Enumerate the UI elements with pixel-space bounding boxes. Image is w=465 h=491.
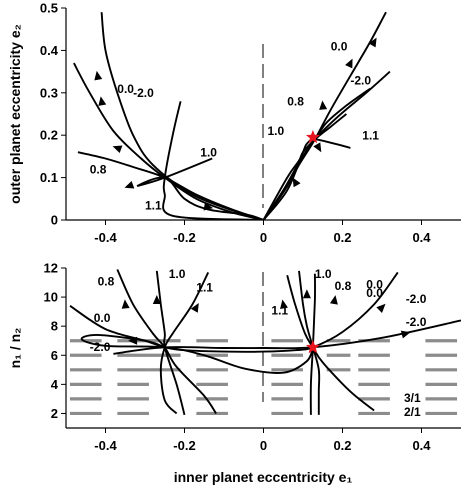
direction-arrow xyxy=(152,295,161,304)
top-xtick-label: -0.4 xyxy=(94,230,117,245)
curve-label: 0.8 xyxy=(287,95,304,109)
bottom-xtick-label: -0.4 xyxy=(94,438,117,453)
curve-label: 1.1 xyxy=(145,198,162,212)
curve-label: 1.0 xyxy=(315,267,332,281)
curve-label: 0.8 xyxy=(90,162,107,176)
curve-label: 0.0 xyxy=(117,82,134,96)
top-xtick-label: -0.2 xyxy=(173,230,195,245)
curve-label: 0.8 xyxy=(98,275,115,289)
curve-label: 0.0 xyxy=(366,277,383,291)
bottom-ytick-label: 2 xyxy=(51,406,58,421)
bottom-curve xyxy=(286,275,375,412)
bottom-xtick-label: -0.2 xyxy=(173,438,195,453)
bottom-xtick-label: 0.4 xyxy=(412,438,431,453)
direction-arrow xyxy=(98,96,107,106)
top-curve xyxy=(136,157,264,220)
direction-arrow xyxy=(368,37,377,48)
top-curve xyxy=(162,101,264,220)
top-xtick-label: 0 xyxy=(260,230,267,245)
top-curve xyxy=(262,11,387,220)
curve-label: 1.1 xyxy=(196,280,213,294)
direction-arrow xyxy=(203,202,214,211)
curve-label: -2.0 xyxy=(406,292,427,306)
top-ytick-label: 0.1 xyxy=(40,170,58,185)
bottom-curve xyxy=(155,270,186,416)
bottom-ytick-label: 12 xyxy=(44,261,58,276)
direction-arrow xyxy=(292,177,301,188)
curve-label: 1.1 xyxy=(271,304,288,318)
top-ytick-label: 0 xyxy=(51,213,58,228)
bottom-xlabel: inner planet eccentricity e₁ xyxy=(174,469,353,485)
curve-label: 1.0 xyxy=(200,145,217,159)
curve-labels: 0.0 -2.00.81.01.10.0-2.00.81.0 1.1-2.00.00… xyxy=(90,39,427,354)
bottom-ytick-label: 8 xyxy=(51,319,58,334)
top-xtick-label: 0.4 xyxy=(412,230,431,245)
top-curve xyxy=(73,62,264,220)
direction-arrow xyxy=(329,295,338,305)
top-ytick-label: 0.4 xyxy=(40,43,59,58)
curve-label: 0.0 xyxy=(94,311,111,325)
bottom-ytick-label: 4 xyxy=(51,377,59,392)
top-xtick-label: 0.2 xyxy=(333,230,351,245)
direction-arrow xyxy=(376,303,386,313)
resonance-label-3-1: 3/1 xyxy=(404,391,421,405)
curve-label: -2.0 xyxy=(133,86,154,100)
direction-arrow xyxy=(94,70,103,81)
bottom-curve xyxy=(80,333,314,374)
resonance-label-2-1: 2/1 xyxy=(404,405,421,419)
curve-label: 1.1 xyxy=(362,128,379,142)
bottom-curves xyxy=(69,269,461,416)
curve-label: 1.0 xyxy=(268,124,285,138)
bottom-ytick-label: 6 xyxy=(51,348,58,363)
direction-arrow xyxy=(302,289,311,299)
direction-arrow xyxy=(280,299,288,310)
top-curve xyxy=(262,138,351,220)
direction-arrow xyxy=(319,100,328,110)
top-ytick-label: 0.5 xyxy=(40,1,58,16)
axis-ticks: 0 0.1 0.2 0.3 0.4 0.5 -0.4 -0.2 0 0.2 0.4 2 4 6 8 10 12 -… xyxy=(40,1,431,454)
direction-arrow xyxy=(400,330,411,339)
fixed-point-star xyxy=(305,129,320,144)
direction-arrow xyxy=(345,58,353,69)
direction-arrow xyxy=(124,180,135,189)
fixed-points xyxy=(305,129,320,354)
bottom-ytick-label: 10 xyxy=(44,290,58,305)
top-curve xyxy=(262,113,347,220)
bottom-xtick-label: 0 xyxy=(260,438,267,453)
direction-arrows xyxy=(94,37,411,345)
curve-label: 1.0 xyxy=(169,267,186,281)
top-curve xyxy=(100,12,264,220)
direction-arrow xyxy=(121,299,130,309)
curve-label: 0.8 xyxy=(335,279,352,293)
top-ytick-label: 0.2 xyxy=(40,128,58,143)
fixed-point-star xyxy=(305,339,320,354)
direction-arrow xyxy=(313,142,322,153)
resonance-bars xyxy=(69,339,458,416)
bottom-ylabel: n₁ / n₂ xyxy=(7,328,23,369)
direction-arrow xyxy=(112,145,123,154)
curve-label: -2.0 xyxy=(350,73,371,87)
curve-label: -2.0 xyxy=(406,315,427,329)
direction-arrow xyxy=(128,336,138,345)
curve-label: 0.0 xyxy=(331,39,348,53)
curve-label: -2.0 xyxy=(90,340,111,354)
curve-label: 0.0 xyxy=(366,286,383,300)
bottom-xtick-label: 0.2 xyxy=(333,438,351,453)
top-ylabel: outer planet eccentricity e₂ xyxy=(7,24,23,204)
direction-arrow xyxy=(190,302,199,313)
top-ytick-label: 0.3 xyxy=(40,85,58,100)
